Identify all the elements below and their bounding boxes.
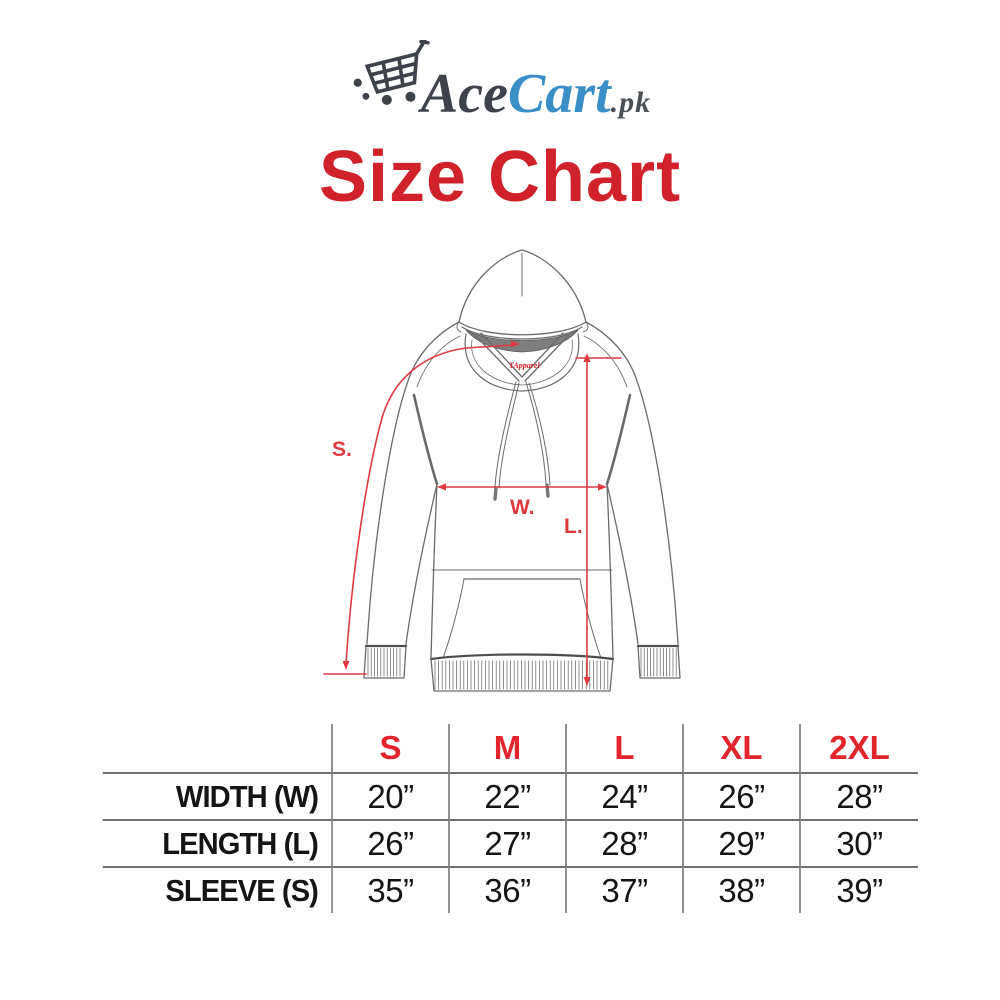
size-value: 26”: [333, 819, 450, 866]
brand-text-tld: .pk: [610, 86, 652, 119]
size-value: 28”: [567, 819, 684, 866]
hoodie-line-art: [363, 249, 681, 692]
length-label: L.: [564, 515, 583, 538]
page-title: Size Chart: [318, 137, 682, 217]
size-value: 28”: [801, 772, 918, 819]
brand-text-cart: Cart: [507, 63, 611, 125]
size-column-header: XL: [684, 724, 801, 772]
shopping-cart-icon: [353, 40, 430, 105]
size-column-header: L: [567, 724, 684, 772]
size-column-header: 2XL: [829, 729, 890, 766]
width-measure-arrow: [437, 483, 607, 491]
size-table: S M L XL 2XL WIDTH (W) 20” 22” 24” 26” 2…: [88, 724, 918, 913]
size-value: 22”: [450, 772, 567, 819]
hood-brand-mark: TApparel: [509, 361, 540, 370]
size-value: 24”: [567, 772, 684, 819]
brand-text-ace: Ace: [420, 63, 508, 125]
table-corner-cell: [88, 724, 333, 772]
size-value: 27”: [450, 819, 567, 866]
length-measure-line: [575, 353, 622, 686]
size-column-header: S: [333, 724, 450, 772]
row-label-length: LENGTH (L): [102, 819, 333, 866]
left-cuff-ribbing: [367, 648, 401, 677]
brand-name: AceCart.pk: [421, 66, 651, 122]
size-value: 36”: [450, 866, 567, 913]
brand-logo: AceCart.pk: [0, 36, 1000, 122]
size-value: 35”: [333, 866, 450, 913]
size-value: 26”: [684, 772, 801, 819]
row-label-sleeve: SLEEVE (S): [102, 866, 333, 913]
size-value: 39”: [801, 866, 918, 913]
sleeve-label: S.: [332, 438, 352, 461]
size-column-header: M: [450, 724, 567, 772]
width-label: W.: [510, 496, 535, 519]
right-cuff-ribbing: [640, 648, 677, 677]
size-value: 37”: [567, 866, 684, 913]
hoodie-illustration: S. W. L. TApparel: [323, 249, 681, 692]
sleeve-measure-line: [323, 340, 520, 675]
measurement-annotations: S. W. L. TApparel: [323, 340, 622, 686]
size-value: 30”: [801, 819, 918, 866]
size-value: 38”: [684, 866, 801, 913]
size-value: 29”: [684, 819, 801, 866]
hem-ribbing: [434, 660, 609, 690]
size-value: 20”: [333, 772, 450, 819]
row-label-width: WIDTH (W): [102, 772, 333, 819]
